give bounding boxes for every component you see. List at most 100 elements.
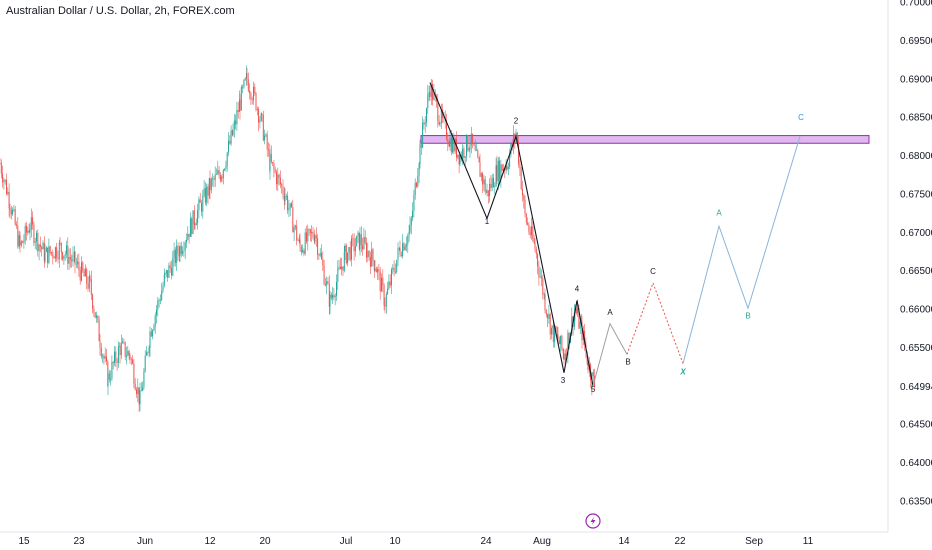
candle-body	[94, 312, 96, 318]
candle-body	[333, 295, 335, 298]
candle-body	[103, 355, 105, 359]
candle-body	[132, 359, 134, 364]
candle-body	[13, 209, 15, 210]
candle-body	[197, 210, 199, 224]
candle-body	[334, 295, 336, 298]
badge-bolt	[590, 517, 596, 525]
candle-body	[296, 225, 298, 241]
candle-body	[251, 99, 253, 101]
candle-body	[494, 186, 496, 188]
candle-body	[187, 233, 189, 240]
candle-body	[194, 224, 196, 226]
candle-body	[336, 281, 337, 296]
candle-body	[19, 235, 21, 246]
candle-body	[558, 340, 560, 345]
candle-body	[369, 256, 371, 267]
candle-body	[59, 242, 61, 244]
candle-body	[171, 267, 172, 276]
candle-body	[240, 87, 242, 111]
candle-body	[462, 148, 464, 159]
candle-body	[79, 270, 81, 281]
candle-body	[544, 294, 546, 311]
candle-body	[20, 241, 22, 246]
candle-body	[16, 224, 17, 226]
candle-body	[464, 156, 466, 158]
candle-body	[306, 232, 307, 242]
candle-body	[174, 249, 176, 263]
candle-body	[467, 135, 469, 151]
candle-body	[129, 355, 131, 360]
candle-body	[408, 231, 410, 236]
candle-body	[317, 238, 319, 255]
candle-body	[332, 295, 334, 299]
candle-body	[33, 224, 35, 243]
candle-body	[154, 315, 156, 327]
candle-body	[130, 359, 132, 361]
candle-body	[152, 330, 154, 337]
candle-body	[447, 138, 449, 144]
candle-body	[452, 138, 454, 153]
x-tick-label: Jun	[137, 536, 153, 547]
x-tick-label: 24	[480, 536, 492, 547]
candle-body	[207, 186, 209, 196]
candle-body	[178, 253, 180, 257]
candle-body	[523, 195, 525, 200]
wave-label: C	[798, 113, 804, 122]
candle-body	[153, 326, 155, 331]
candle-body	[203, 188, 205, 196]
candle-body	[486, 190, 488, 193]
candle-body	[249, 90, 251, 94]
candle-body	[448, 143, 450, 147]
candle-body	[302, 250, 304, 253]
candle-body	[41, 246, 43, 250]
candle-body	[571, 316, 573, 334]
candle-body	[510, 143, 512, 155]
candle-body	[9, 207, 11, 210]
candle-body	[501, 164, 503, 172]
candle-body	[49, 246, 51, 253]
candle-body	[29, 229, 31, 233]
candle-body	[60, 242, 62, 253]
candle-body	[409, 225, 411, 232]
candle-body	[397, 247, 399, 260]
candle-body	[14, 209, 16, 225]
candle-body	[428, 92, 430, 95]
y-tick-label: 0.63500	[900, 497, 932, 508]
x-tick-label: 23	[73, 536, 85, 547]
candle-body	[67, 245, 69, 264]
candle-body	[338, 266, 340, 269]
candle-body	[439, 123, 441, 125]
candle-body	[27, 230, 29, 233]
candle-body	[146, 352, 147, 356]
candle-body	[42, 242, 44, 250]
candle-body	[192, 210, 194, 235]
candle-body	[204, 188, 206, 203]
candle-body	[440, 109, 442, 124]
lightning-icon[interactable]	[585, 513, 601, 529]
candle-body	[98, 319, 100, 341]
x-tick-label: 10	[389, 536, 401, 547]
x-tick-label: 15	[18, 536, 30, 547]
wave-label: 1	[485, 217, 490, 226]
candle-body	[266, 134, 268, 150]
candle-body	[17, 225, 19, 247]
candle-body	[341, 266, 343, 270]
candle-body	[108, 373, 110, 380]
candle-body	[458, 154, 460, 165]
candle-body	[556, 334, 558, 335]
candle-body	[483, 179, 485, 185]
candle-body	[382, 277, 384, 286]
candle-body	[163, 274, 165, 286]
candle-body	[112, 361, 114, 364]
candle-body	[438, 120, 440, 125]
candle-body	[486, 192, 487, 193]
candle-body	[208, 178, 210, 196]
candle-body	[304, 232, 306, 254]
candle-body	[289, 203, 291, 209]
candle-body	[402, 243, 404, 256]
x-tick-label: Sep	[745, 536, 763, 547]
candle-body	[218, 170, 220, 176]
candle-body	[490, 183, 492, 188]
x-tick-label: Aug	[533, 536, 551, 547]
